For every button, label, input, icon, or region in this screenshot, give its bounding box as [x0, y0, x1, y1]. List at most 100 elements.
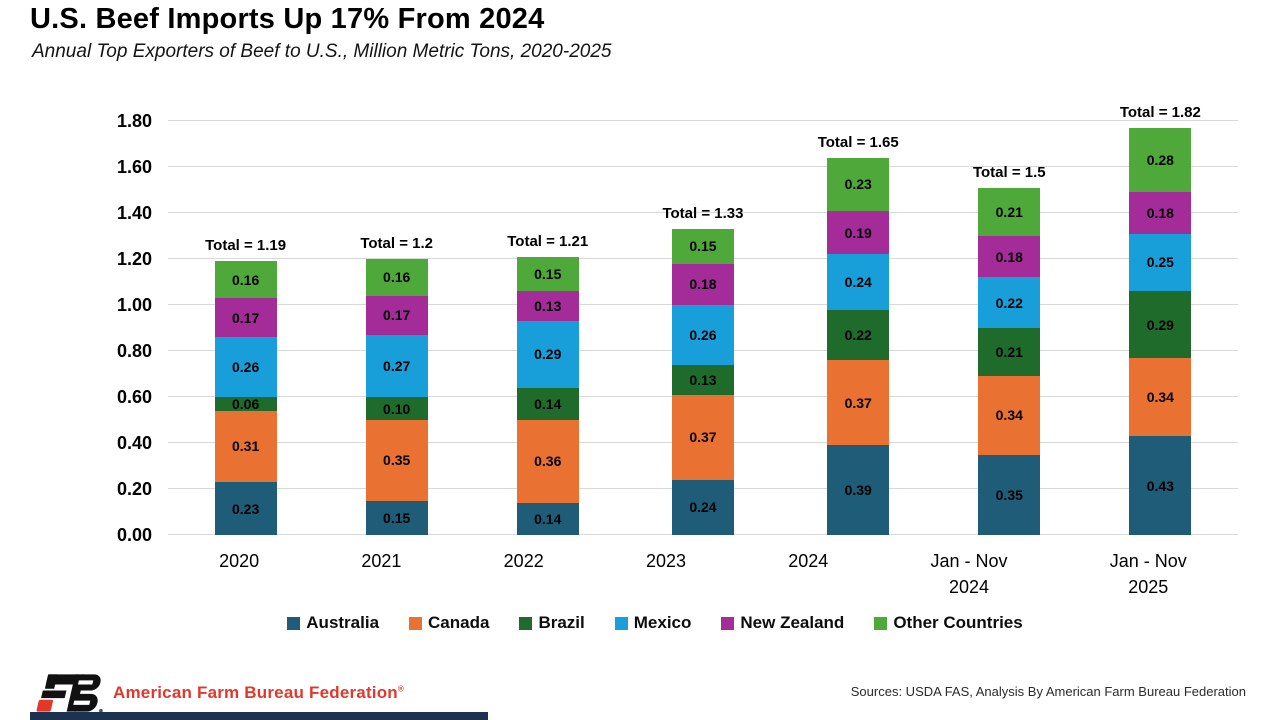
- gridline: [168, 120, 1238, 121]
- chart-title: U.S. Beef Imports Up 17% From 2024: [30, 3, 545, 35]
- legend-item-other-countries: Other Countries: [874, 613, 1023, 633]
- bar-segment-mexico: 0.25: [1129, 233, 1192, 292]
- y-tick-label: 0.20: [116, 479, 152, 500]
- bar-segment-canada: 0.36: [516, 420, 579, 503]
- legend-item-brazil: Brazil: [519, 613, 585, 633]
- bar-segment-new-zealand: 0.18: [671, 263, 734, 306]
- bar-segment-other-countries: 0.23: [827, 157, 890, 211]
- bar-segment-australia: 0.43: [1129, 436, 1192, 535]
- legend-label: Mexico: [633, 613, 692, 632]
- bar-2021: Total = 1.2 0.16 0.17 0.27 0.10 0.35 0.15: [360, 121, 433, 535]
- y-tick-label: 0.40: [116, 433, 152, 454]
- y-axis-labels: 0.00 0.20 0.40 0.60 0.80 1.00 1.20 1.40 1.60 1.80: [80, 111, 152, 545]
- y-tick-label: 1.40: [116, 203, 152, 223]
- gridline: [168, 166, 1238, 167]
- bar-segment-other-countries: 0.16: [214, 261, 277, 299]
- stacked-bars: Total = 1.19 0.16 0.17 0.26 0.06 0.31 0.23 Tota…: [168, 104, 1238, 535]
- y-tick-label: 1.60: [116, 157, 152, 178]
- bar-segment-mexico: 0.26: [214, 337, 277, 398]
- bar-2022: Total = 1.21 0.15 0.13 0.29 0.14 0.36 0.14: [507, 121, 588, 535]
- bar-segment-mexico: 0.29: [516, 321, 579, 388]
- bar-segment-canada: 0.34: [978, 376, 1041, 455]
- x-axis-labels: 2020 2021 2022 2023 2024 Jan - Nov 2024 Jan - …: [168, 548, 1238, 600]
- y-tick-label: 0.80: [116, 341, 152, 362]
- bar-segment-brazil: 0.14: [516, 387, 579, 421]
- legend-swatch-icon: [721, 616, 735, 630]
- footer-accent-bar: [30, 712, 488, 720]
- legend-swatch-icon: [614, 616, 628, 630]
- x-tick-label: 2023: [645, 551, 686, 571]
- legend-label: New Zealand: [740, 613, 845, 632]
- bar-jan---nov-2024: Total = 1.5 0.21 0.18 0.22 0.21 0.34 0.35: [973, 121, 1046, 535]
- bar-segment-other-countries: 0.15: [671, 229, 734, 264]
- bar-segment-brazil: 0.22: [827, 309, 890, 361]
- legend-label: Australia: [306, 613, 380, 632]
- legend-label: Other Countries: [893, 613, 1023, 632]
- legend-label: Canada: [428, 613, 490, 632]
- legend-item-australia: Australia: [287, 613, 379, 633]
- bar-segment-australia: 0.14: [516, 502, 579, 535]
- bar-segment-canada: 0.35: [365, 420, 428, 501]
- bar-segment-australia: 0.35: [978, 454, 1041, 535]
- bar-segment-mexico: 0.26: [671, 305, 734, 365]
- afbf-fb-logo-icon: [36, 674, 103, 713]
- total-label: Total = 1.2: [360, 235, 434, 253]
- x-tick-label: Jan - Nov 2024: [930, 551, 1008, 597]
- bar-segment-brazil: 0.10: [365, 397, 428, 420]
- sources-note: Sources: USDA FAS, Analysis By American …: [850, 684, 1246, 699]
- gridline: [168, 212, 1238, 213]
- total-label: Total = 1.33: [662, 205, 744, 223]
- legend: Australia Canada Brazil Mexico New Zealand Ot…: [70, 613, 1240, 633]
- bar-segment-canada: 0.34: [1129, 357, 1192, 437]
- total-label: Total = 1.21: [507, 232, 589, 250]
- legend-swatch-icon: [874, 616, 888, 630]
- bar-segment-canada: 0.37: [827, 360, 890, 446]
- x-tick-label: 2024: [788, 551, 829, 571]
- total-label: Total = 1.82: [1119, 103, 1201, 121]
- bar-segment-brazil: 0.21: [978, 328, 1041, 377]
- y-tick-label: 0.60: [116, 387, 152, 408]
- bar-2024: Total = 1.65 0.23 0.19 0.24 0.22 0.37 0.39: [818, 121, 899, 535]
- bar-segment-australia: 0.24: [671, 479, 734, 535]
- legend-item-mexico: Mexico: [614, 613, 692, 633]
- legend-item-canada: Canada: [409, 613, 489, 633]
- legend-swatch-icon: [409, 616, 423, 630]
- brand-name: American Farm Bureau Federation®: [113, 683, 404, 702]
- total-label: Total = 1.65: [817, 133, 899, 151]
- x-tick-label: 2020: [219, 551, 260, 571]
- bar-segment-mexico: 0.24: [827, 254, 890, 310]
- y-tick-label: 0.00: [116, 525, 152, 545]
- y-tick-label: 1.00: [116, 295, 152, 315]
- bar-segment-australia: 0.39: [827, 445, 890, 535]
- legend-item-new-zealand: New Zealand: [721, 613, 844, 633]
- bar-segment-brazil: 0.13: [671, 364, 734, 395]
- bar-segment-new-zealand: 0.19: [827, 210, 890, 255]
- bar-segment-new-zealand: 0.17: [214, 298, 277, 338]
- bar-segment-new-zealand: 0.13: [516, 291, 579, 322]
- bar-segment-brazil: 0.29: [1129, 291, 1192, 358]
- bar-segment-mexico: 0.27: [365, 334, 428, 397]
- total-label: Total = 1.5: [972, 163, 1046, 181]
- total-label: Total = 1.19: [205, 237, 287, 255]
- y-tick-label: 1.80: [116, 111, 152, 131]
- bar-segment-new-zealand: 0.18: [978, 236, 1041, 278]
- bar-segment-other-countries: 0.21: [978, 187, 1041, 237]
- legend-label: Brazil: [538, 613, 585, 632]
- bar-segment-new-zealand: 0.17: [365, 295, 428, 335]
- bar-segment-mexico: 0.22: [978, 277, 1041, 329]
- registered-mark: ®: [397, 684, 404, 694]
- bar-segment-other-countries: 0.16: [365, 259, 428, 296]
- bar-segment-new-zealand: 0.18: [1129, 192, 1192, 234]
- bar-segment-australia: 0.23: [214, 482, 277, 535]
- bar-segment-canada: 0.31: [214, 410, 277, 483]
- bar-segment-other-countries: 0.15: [516, 256, 579, 292]
- legend-swatch-icon: [287, 616, 301, 630]
- x-tick-label: 2022: [503, 551, 544, 571]
- x-tick-label: 2021: [361, 551, 402, 571]
- legend-swatch-icon: [519, 616, 533, 630]
- bar-segment-canada: 0.37: [671, 394, 734, 480]
- bar-segment-australia: 0.15: [365, 500, 428, 535]
- bar-2023: Total = 1.33 0.15 0.18 0.26 0.13 0.37 0.24: [662, 121, 743, 535]
- bar-segment-other-countries: 0.28: [1129, 127, 1192, 193]
